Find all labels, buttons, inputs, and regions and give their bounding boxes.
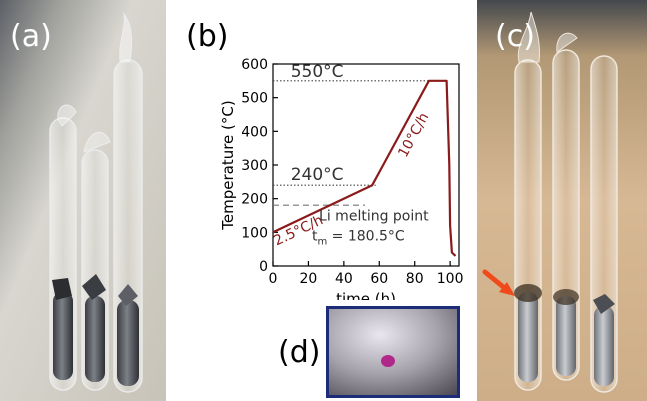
panel-label-a: (a) <box>10 19 52 54</box>
photo-panel-a: (a) <box>0 0 166 401</box>
x-tick-label-5: 100 <box>437 271 464 287</box>
ref-label-550: 550°C <box>291 62 344 82</box>
x-tick-label-2: 40 <box>335 271 353 287</box>
photo-c-illustration <box>477 0 647 401</box>
rate-label-fast: 10°C/h <box>395 110 432 160</box>
melting-point-value: tm = 180.5°C <box>312 229 405 248</box>
x-tick-label-3: 60 <box>370 271 388 287</box>
x-tick-label-0: 0 <box>269 271 278 287</box>
photo-panel-d <box>326 306 460 398</box>
panel-label-b: (b) <box>186 19 229 54</box>
red-arrow-icon <box>482 269 515 296</box>
chart-panel-b: 0 20 40 60 80 100 0 100 200 300 400 500 600 550°C 2… <box>172 0 472 301</box>
y-tick-label-3: 300 <box>241 158 268 174</box>
panel-label-c: (c) <box>495 19 535 54</box>
photo-a-illustration <box>0 0 166 401</box>
y-tick-label-4: 400 <box>241 124 268 140</box>
melting-symbol: t <box>312 229 318 245</box>
temperature-profile-chart: 0 20 40 60 80 100 0 100 200 300 400 500 600 550°C 2… <box>219 57 464 300</box>
melting-subscript: m <box>317 237 327 248</box>
melting-point-title: Li melting point <box>319 209 429 225</box>
y-tick-label-6: 600 <box>241 57 268 73</box>
melting-value-text: = 180.5°C <box>327 229 405 245</box>
panel-label-d: (d) <box>278 335 321 370</box>
sample-dot <box>381 355 395 367</box>
photo-panel-c: (c) <box>477 0 647 401</box>
x-tick-label-1: 20 <box>300 271 318 287</box>
y-tick-label-2: 200 <box>241 192 268 208</box>
x-axis-label: time (h) <box>336 290 396 300</box>
photo-d-illustration <box>329 309 457 395</box>
y-tick-label-5: 500 <box>241 91 268 107</box>
y-tick-label-1: 100 <box>241 225 268 241</box>
temperature-profile-line-0 <box>272 79 457 257</box>
y-axis-label: Temperature (°C) <box>219 100 237 230</box>
ref-label-240: 240°C <box>291 165 344 185</box>
y-tick-label-0: 0 <box>259 259 268 275</box>
x-tick-label-4: 80 <box>406 271 424 287</box>
